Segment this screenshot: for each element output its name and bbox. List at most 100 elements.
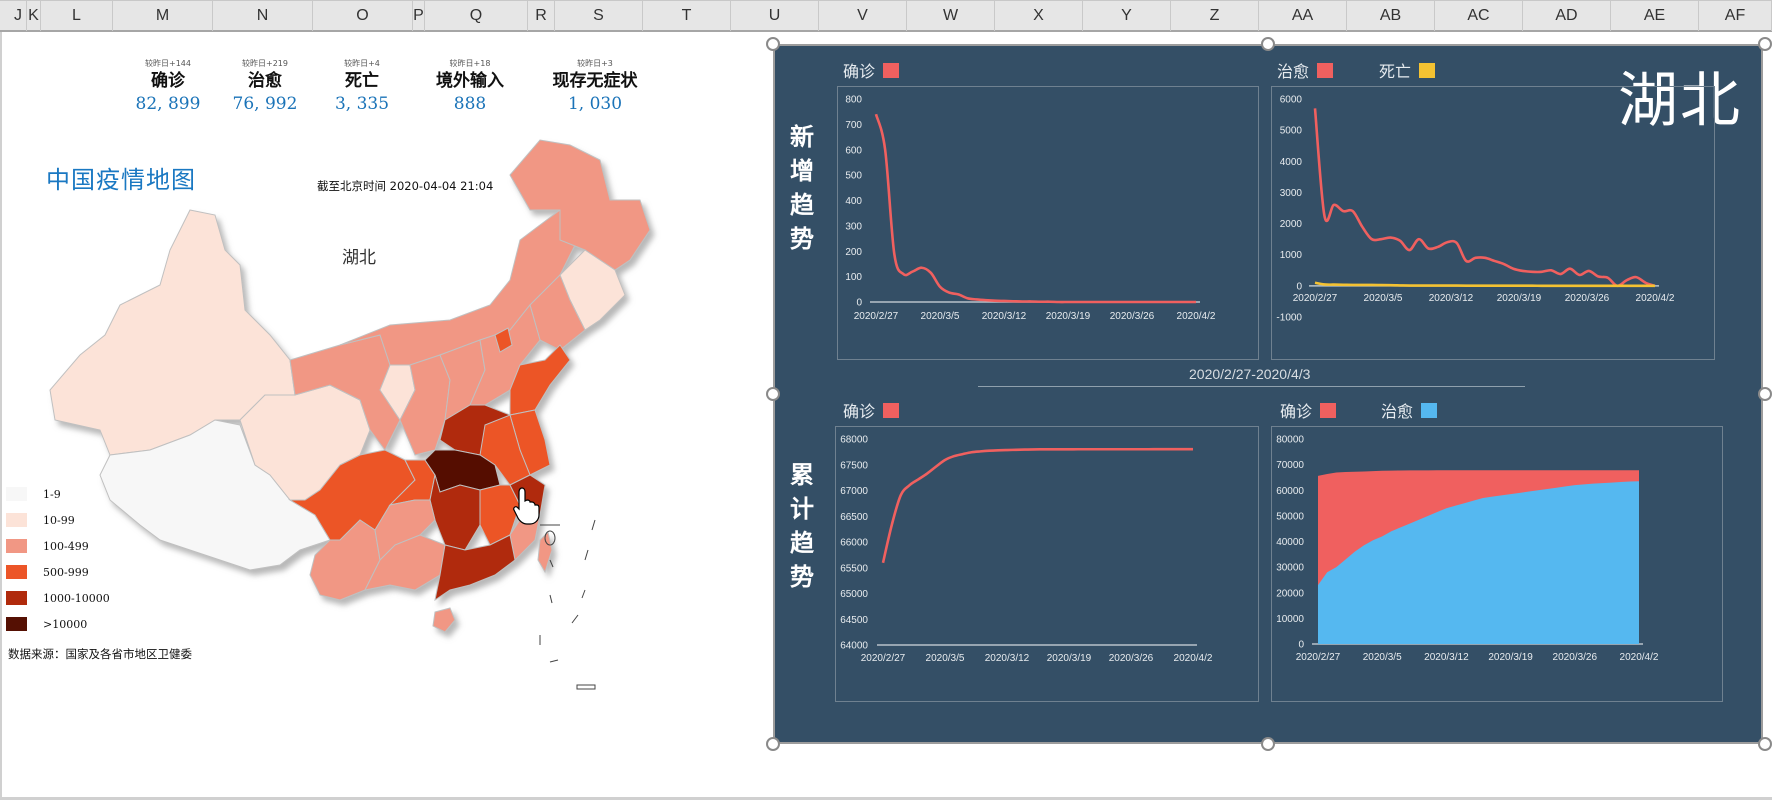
legend-swatch — [6, 591, 27, 605]
column-header-x[interactable]: X — [995, 1, 1083, 31]
legend-row: 500-999 — [6, 559, 110, 585]
legend-row: 1-9 — [6, 481, 110, 507]
column-header-ae[interactable]: AE — [1611, 1, 1699, 31]
map-title: 中国疫情地图 — [46, 166, 196, 194]
svg-text:66500: 66500 — [840, 512, 868, 523]
svg-text:2000: 2000 — [1280, 219, 1303, 230]
svg-text:4000: 4000 — [1280, 157, 1303, 168]
svg-text:80000: 80000 — [1276, 435, 1304, 446]
svg-text:20000: 20000 — [1276, 588, 1304, 599]
legend-label: >10000 — [43, 617, 88, 631]
svg-text:5000: 5000 — [1280, 126, 1303, 137]
column-header-p[interactable]: P — [413, 1, 425, 31]
svg-text:2020/3/5: 2020/3/5 — [1363, 652, 1402, 663]
legend-swatch — [1317, 62, 1334, 78]
svg-text:-1000: -1000 — [1276, 313, 1302, 324]
legend-text: 确诊 — [843, 62, 876, 81]
svg-text:2020/4/2: 2020/4/2 — [1636, 293, 1675, 304]
column-header-ad[interactable]: AD — [1523, 1, 1611, 31]
column-header-k[interactable]: K — [27, 1, 41, 31]
column-header-n[interactable]: N — [213, 1, 313, 31]
svg-text:64500: 64500 — [840, 615, 868, 626]
province-guangdong — [434, 534, 516, 602]
legend-swatch — [6, 539, 27, 553]
stat-label: 确诊 — [151, 71, 185, 91]
svg-text:50000: 50000 — [1276, 511, 1304, 522]
resize-handle-top[interactable] — [1261, 37, 1275, 51]
chart-cumulative-area[interactable]: 0 10000 20000 30000 40000 50000 60000 70000 8000… — [1271, 426, 1723, 702]
svg-text:2020/2/27: 2020/2/27 — [861, 653, 906, 664]
column-header-w[interactable]: W — [907, 1, 995, 31]
column-header-aa[interactable]: AA — [1259, 1, 1347, 31]
province-hainan — [432, 607, 456, 633]
chart-new-confirmed[interactable]: 0 100 200 300 400 500 600 700 800 2020/2/27 2020/3… — [837, 86, 1259, 360]
selected-region-title: 湖北 — [1618, 66, 1742, 136]
stat-value: 888 — [453, 94, 487, 114]
svg-text:2020/3/12: 2020/3/12 — [1429, 293, 1474, 304]
resize-handle-bottom-right[interactable] — [1758, 737, 1772, 751]
column-header-u[interactable]: U — [731, 1, 819, 31]
china-choropleth-map[interactable] — [40, 120, 740, 690]
resize-handle-bottom-left[interactable] — [766, 737, 780, 751]
column-header-m[interactable]: M — [113, 1, 213, 31]
stat-delta: 较昨日+18 — [449, 59, 491, 68]
resize-handle-bottom[interactable] — [1261, 737, 1275, 751]
dashboard-panel[interactable]: 新增趋势 累计趋势 确诊 治愈 死亡 湖北 0 100 200 300 400 500 60… — [773, 44, 1763, 744]
legend-row: 100-499 — [6, 533, 110, 559]
column-header-ac[interactable]: AC — [1435, 1, 1523, 31]
stat-delta: 较昨日+219 — [242, 59, 288, 68]
stat-delta: 较昨日+3 — [577, 59, 613, 68]
svg-text:2020/4/2: 2020/4/2 — [1174, 653, 1213, 664]
resize-handle-top-right[interactable] — [1758, 37, 1772, 51]
province-beijing — [494, 327, 513, 353]
svg-text:700: 700 — [845, 120, 862, 131]
column-header-v[interactable]: V — [819, 1, 907, 31]
as-of-timestamp: 截至北京时间 2020-04-04 21:04 — [317, 179, 494, 193]
svg-text:0: 0 — [856, 298, 862, 309]
svg-text:2020/3/19: 2020/3/19 — [1047, 653, 1092, 664]
stat-deaths: 较昨日+4 死亡 3, 335 — [317, 58, 407, 116]
sheet-bottom-border — [0, 797, 1772, 800]
resize-handle-top-left[interactable] — [766, 37, 780, 51]
legend-label: 10-99 — [43, 513, 75, 527]
column-header-j[interactable]: J — [10, 1, 27, 31]
stat-value: 82, 899 — [135, 94, 201, 114]
legend-row: 10-99 — [6, 507, 110, 533]
column-header-l[interactable]: L — [41, 1, 113, 31]
legend-row: 1000-10000 — [6, 585, 110, 611]
resize-handle-left[interactable] — [766, 387, 780, 401]
chart-cumulative-confirmed[interactable]: 64000 64500 65000 65500 66000 66500 67000 67500… — [835, 426, 1259, 702]
svg-text:2020/3/12: 2020/3/12 — [1424, 652, 1469, 663]
column-header-r[interactable]: R — [528, 1, 555, 31]
date-range-rule — [978, 386, 1525, 387]
chart2-legend-recovered: 治愈 — [1277, 58, 1334, 82]
legend-text: 治愈 — [1381, 402, 1414, 421]
column-header-ab[interactable]: AB — [1347, 1, 1435, 31]
legend-swatch — [1419, 62, 1436, 78]
column-header-q[interactable]: Q — [425, 1, 528, 31]
column-header-o[interactable]: O — [313, 1, 413, 31]
column-header-bar: J K L M N O P Q R S T U V W X Y Z AA AB AC AD AE AF — [0, 0, 1772, 32]
section-title-text: 新增趋势 — [790, 123, 814, 253]
column-header-t[interactable]: T — [643, 1, 731, 31]
resize-handle-right[interactable] — [1758, 387, 1772, 401]
column-header-z[interactable]: Z — [1171, 1, 1259, 31]
svg-text:2020/3/26: 2020/3/26 — [1110, 311, 1155, 322]
chart-new-recovered-deaths[interactable]: -1000 0 1000 2000 3000 4000 5000 6000 2020/2/27 2… — [1271, 86, 1715, 360]
svg-text:10000: 10000 — [1276, 614, 1304, 625]
column-header-y[interactable]: Y — [1083, 1, 1171, 31]
svg-text:600: 600 — [845, 145, 862, 156]
column-header-s[interactable]: S — [555, 1, 643, 31]
svg-text:2020/2/27: 2020/2/27 — [1296, 652, 1341, 663]
svg-text:40000: 40000 — [1276, 537, 1304, 548]
svg-text:2020/3/19: 2020/3/19 — [1488, 652, 1533, 663]
stat-value: 1, 030 — [567, 94, 623, 114]
stat-value: 76, 992 — [232, 94, 298, 114]
chart4-legend-recovered: 治愈 — [1381, 398, 1438, 422]
svg-text:100: 100 — [845, 272, 862, 283]
stat-value: 3, 335 — [334, 94, 390, 114]
svg-text:2020/3/5: 2020/3/5 — [926, 653, 965, 664]
column-header-af[interactable]: AF — [1699, 1, 1772, 31]
legend-swatch — [6, 513, 27, 527]
svg-text:2020/4/2: 2020/4/2 — [1177, 311, 1216, 322]
